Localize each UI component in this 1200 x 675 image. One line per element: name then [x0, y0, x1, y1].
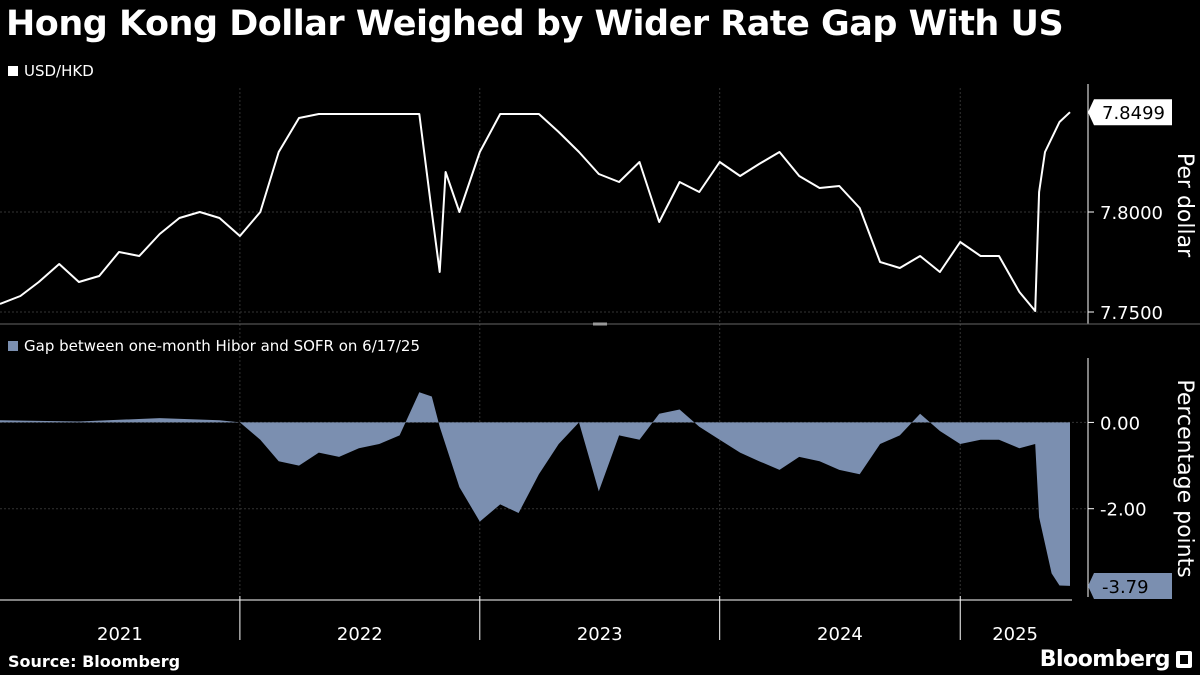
bloomberg-logo: Bloomberg — [1039, 647, 1171, 672]
legend-swatch-usd-hkd — [8, 66, 18, 76]
chart-title: Hong Kong Dollar Weighed by Wider Rate G… — [6, 4, 1064, 44]
x-tick-label-2025: 2025 — [992, 624, 1038, 645]
x-tick-label-2023: 2023 — [577, 624, 623, 645]
legend-label-usd-hkd: USD/HKD — [24, 62, 94, 80]
bloomberg-mark-icon — [1176, 651, 1192, 668]
last-value-callout-1 — [1088, 572, 1172, 599]
y-axis-title-0: Per dollar — [1172, 153, 1197, 258]
series-area-gap — [0, 392, 1070, 586]
legend-usd-hkd: USD/HKD — [8, 62, 94, 80]
y-tick-label-1-1: -2.00 — [1100, 500, 1147, 521]
legend-label-gap: Gap between one-month Hibor and SOFR on … — [24, 337, 421, 355]
source-note: Source: Bloomberg — [8, 652, 181, 671]
x-tick-label-2022: 2022 — [337, 624, 383, 645]
legend-swatch-gap — [8, 341, 18, 351]
legend-hibor-sofr-gap: Gap between one-month Hibor and SOFR on … — [8, 337, 420, 355]
last-value-label-0: 7.8499 — [1102, 103, 1165, 124]
x-tick-label-2024: 2024 — [817, 624, 863, 645]
y-tick-label-1-0: 0.00 — [1100, 413, 1140, 434]
y-tick-label-0-0: 7.7500 — [1100, 303, 1163, 324]
last-value-callout-0 — [1088, 99, 1172, 126]
x-tick-label-2021: 2021 — [97, 624, 143, 645]
series-line-usd-hkd — [0, 111, 1071, 312]
y-tick-label-0-1: 7.8000 — [1100, 203, 1163, 224]
y-axis-title-1: Percentage points — [1172, 379, 1197, 577]
last-value-label-1: -3.79 — [1102, 577, 1149, 598]
